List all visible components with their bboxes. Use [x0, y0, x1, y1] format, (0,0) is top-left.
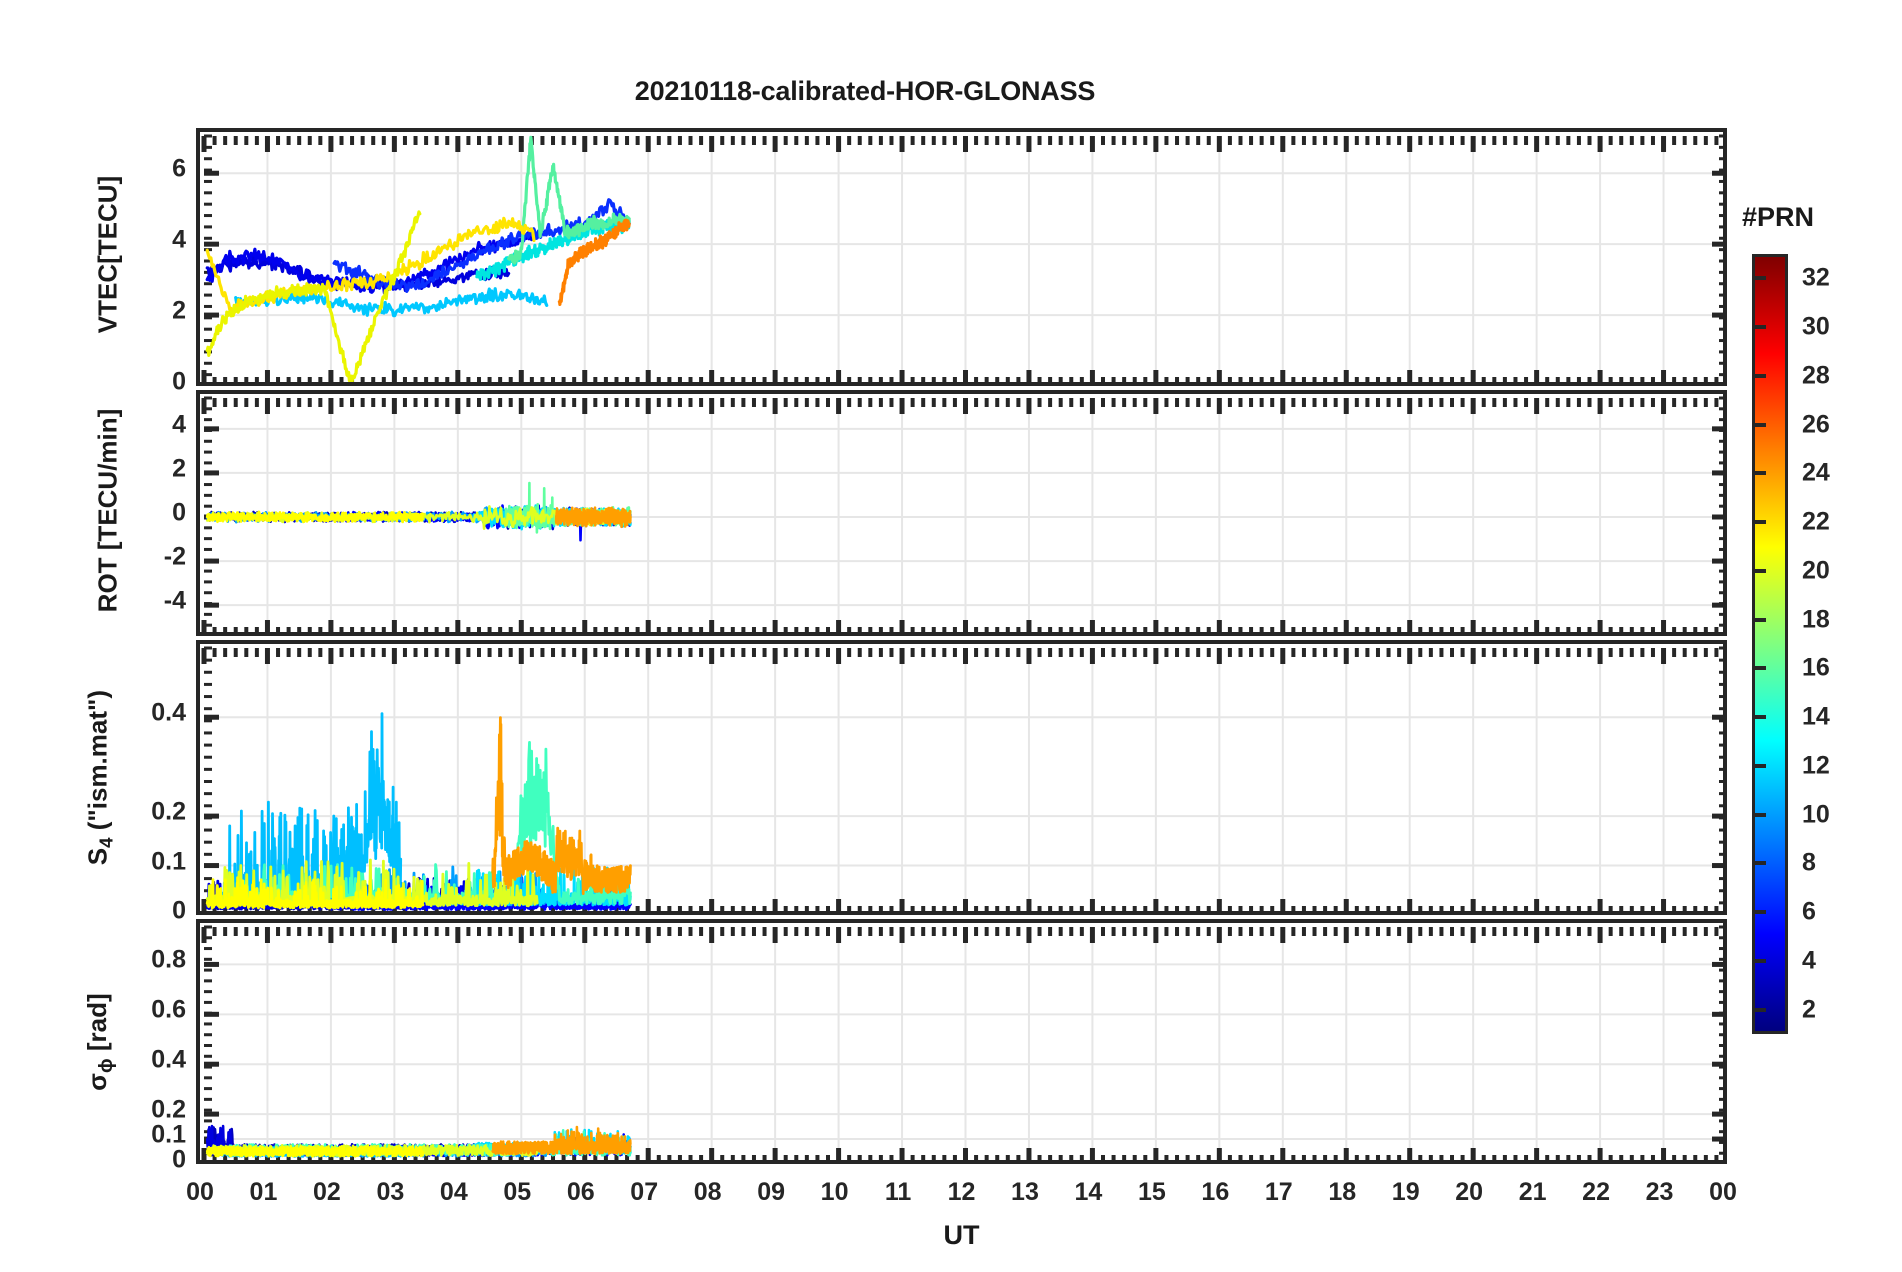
ytick-sigma-phi-1: 0.1 [151, 1120, 186, 1149]
colorbar-tick-8: 16 [1802, 653, 1830, 682]
ytick-rot-2: 0 [172, 498, 186, 527]
ytick-s4-1: 0.1 [151, 847, 186, 876]
colorbar-title: #PRN [1742, 202, 1815, 232]
xtick-3: 03 [376, 1178, 405, 1206]
colorbar-tick-mark-13 [1752, 910, 1766, 915]
plot-panel-s4 [196, 640, 1727, 915]
ylabel-sigmaphi-text: σϕ [rad] [81, 992, 118, 1091]
colorbar-tick-mark-14 [1752, 958, 1766, 963]
colorbar-tick-13: 6 [1802, 897, 1816, 926]
plot-panel-vtec [196, 128, 1727, 386]
ytick-rot-1: -2 [163, 542, 186, 571]
panel-canvas-s4 [201, 646, 1723, 911]
xtick-23: 23 [1645, 1178, 1674, 1206]
plot-panel-rot [196, 390, 1727, 636]
xtick-2: 02 [313, 1178, 341, 1206]
colorbar-tick-mark-2 [1752, 373, 1766, 378]
xtick-18: 18 [1328, 1178, 1357, 1206]
colorbar-tick-12: 8 [1802, 848, 1816, 877]
xtick-6: 06 [566, 1178, 595, 1206]
xtick-10: 10 [820, 1178, 849, 1206]
colorbar-tick-1: 30 [1802, 312, 1830, 341]
xtick-14: 14 [1074, 1178, 1103, 1206]
panel-canvas-vtec [201, 134, 1723, 382]
colorbar-tick-mark-5 [1752, 520, 1766, 525]
colorbar-tick-mark-9 [1752, 715, 1766, 720]
figure-title: 20210118-calibrated-HOR-GLONASS [634, 76, 1096, 106]
xtick-4: 04 [439, 1178, 468, 1206]
ytick-s4-2: 0.2 [151, 797, 186, 826]
xtick-7: 07 [630, 1178, 659, 1206]
colorbar-tick-mark-3 [1752, 422, 1766, 427]
colorbar-tick-3: 26 [1802, 410, 1830, 439]
colorbar-tick-mark-15 [1752, 1007, 1766, 1012]
xtick-19: 19 [1391, 1178, 1420, 1206]
panel-canvas-rot [201, 396, 1723, 632]
colorbar-tick-14: 4 [1802, 946, 1816, 975]
xaxis-title: UT [943, 1220, 980, 1250]
colorbar-tick-9: 14 [1802, 702, 1830, 731]
ytick-vtec-2: 4 [172, 225, 186, 254]
xtick-21: 21 [1518, 1178, 1547, 1206]
ytick-sigma-phi-5: 0.8 [151, 945, 186, 974]
ytick-s4-0: 0 [172, 896, 186, 925]
xtick-13: 13 [1011, 1178, 1039, 1206]
ytick-sigma-phi-3: 0.4 [151, 1045, 186, 1074]
colorbar-tick-mark-12 [1752, 861, 1766, 866]
xtick-1: 01 [249, 1178, 278, 1206]
xtick-9: 09 [757, 1178, 786, 1206]
xtick-12: 12 [947, 1178, 976, 1206]
xtick-8: 08 [693, 1178, 722, 1206]
colorbar-tick-mark-11 [1752, 812, 1766, 817]
xtick-11: 11 [884, 1178, 912, 1206]
colorbar-tick-5: 22 [1802, 507, 1830, 536]
xtick-0: 00 [186, 1178, 214, 1206]
plot-panel-sigma-phi [196, 919, 1727, 1164]
ylabel-sigma-phi: σϕ [rad] [82, 832, 118, 1252]
colorbar-tick-mark-6 [1752, 568, 1766, 573]
ytick-sigma-phi-2: 0.2 [151, 1095, 186, 1124]
xtick-24: 00 [1709, 1178, 1737, 1206]
xtick-22: 22 [1582, 1178, 1610, 1206]
colorbar-tick-0: 32 [1802, 263, 1830, 292]
panel-canvas-sigma-phi [201, 925, 1723, 1160]
colorbar-tick-11: 10 [1802, 800, 1830, 829]
colorbar-tick-4: 24 [1802, 458, 1830, 487]
ytick-sigma-phi-0: 0 [172, 1145, 186, 1174]
ytick-s4-3: 0.4 [151, 698, 186, 727]
xtick-17: 17 [1264, 1178, 1293, 1206]
ytick-rot-0: -4 [163, 586, 186, 615]
xtick-5: 05 [503, 1178, 532, 1206]
colorbar-tick-mark-1 [1752, 325, 1766, 330]
ytick-rot-4: 4 [172, 410, 186, 439]
colorbar-tick-7: 18 [1802, 605, 1830, 634]
ytick-sigma-phi-4: 0.6 [151, 995, 186, 1024]
ytick-rot-3: 2 [172, 454, 186, 483]
xtick-20: 20 [1455, 1178, 1484, 1206]
colorbar-tick-mark-10 [1752, 763, 1766, 768]
ytick-vtec-0: 0 [172, 367, 186, 396]
colorbar-tick-mark-0 [1752, 276, 1766, 281]
ytick-vtec-1: 2 [172, 296, 186, 325]
colorbar-tick-2: 28 [1802, 361, 1830, 390]
colorbar-tick-15: 2 [1802, 995, 1816, 1024]
colorbar-tick-mark-7 [1752, 617, 1766, 622]
colorbar-tick-mark-4 [1752, 471, 1766, 476]
xtick-15: 15 [1137, 1178, 1166, 1206]
colorbar-tick-10: 12 [1802, 751, 1830, 780]
xtick-16: 16 [1201, 1178, 1230, 1206]
colorbar-gradient [1752, 254, 1788, 1034]
colorbar-tick-6: 20 [1802, 556, 1830, 585]
ytick-vtec-3: 6 [172, 154, 186, 183]
colorbar-tick-mark-8 [1752, 666, 1766, 671]
